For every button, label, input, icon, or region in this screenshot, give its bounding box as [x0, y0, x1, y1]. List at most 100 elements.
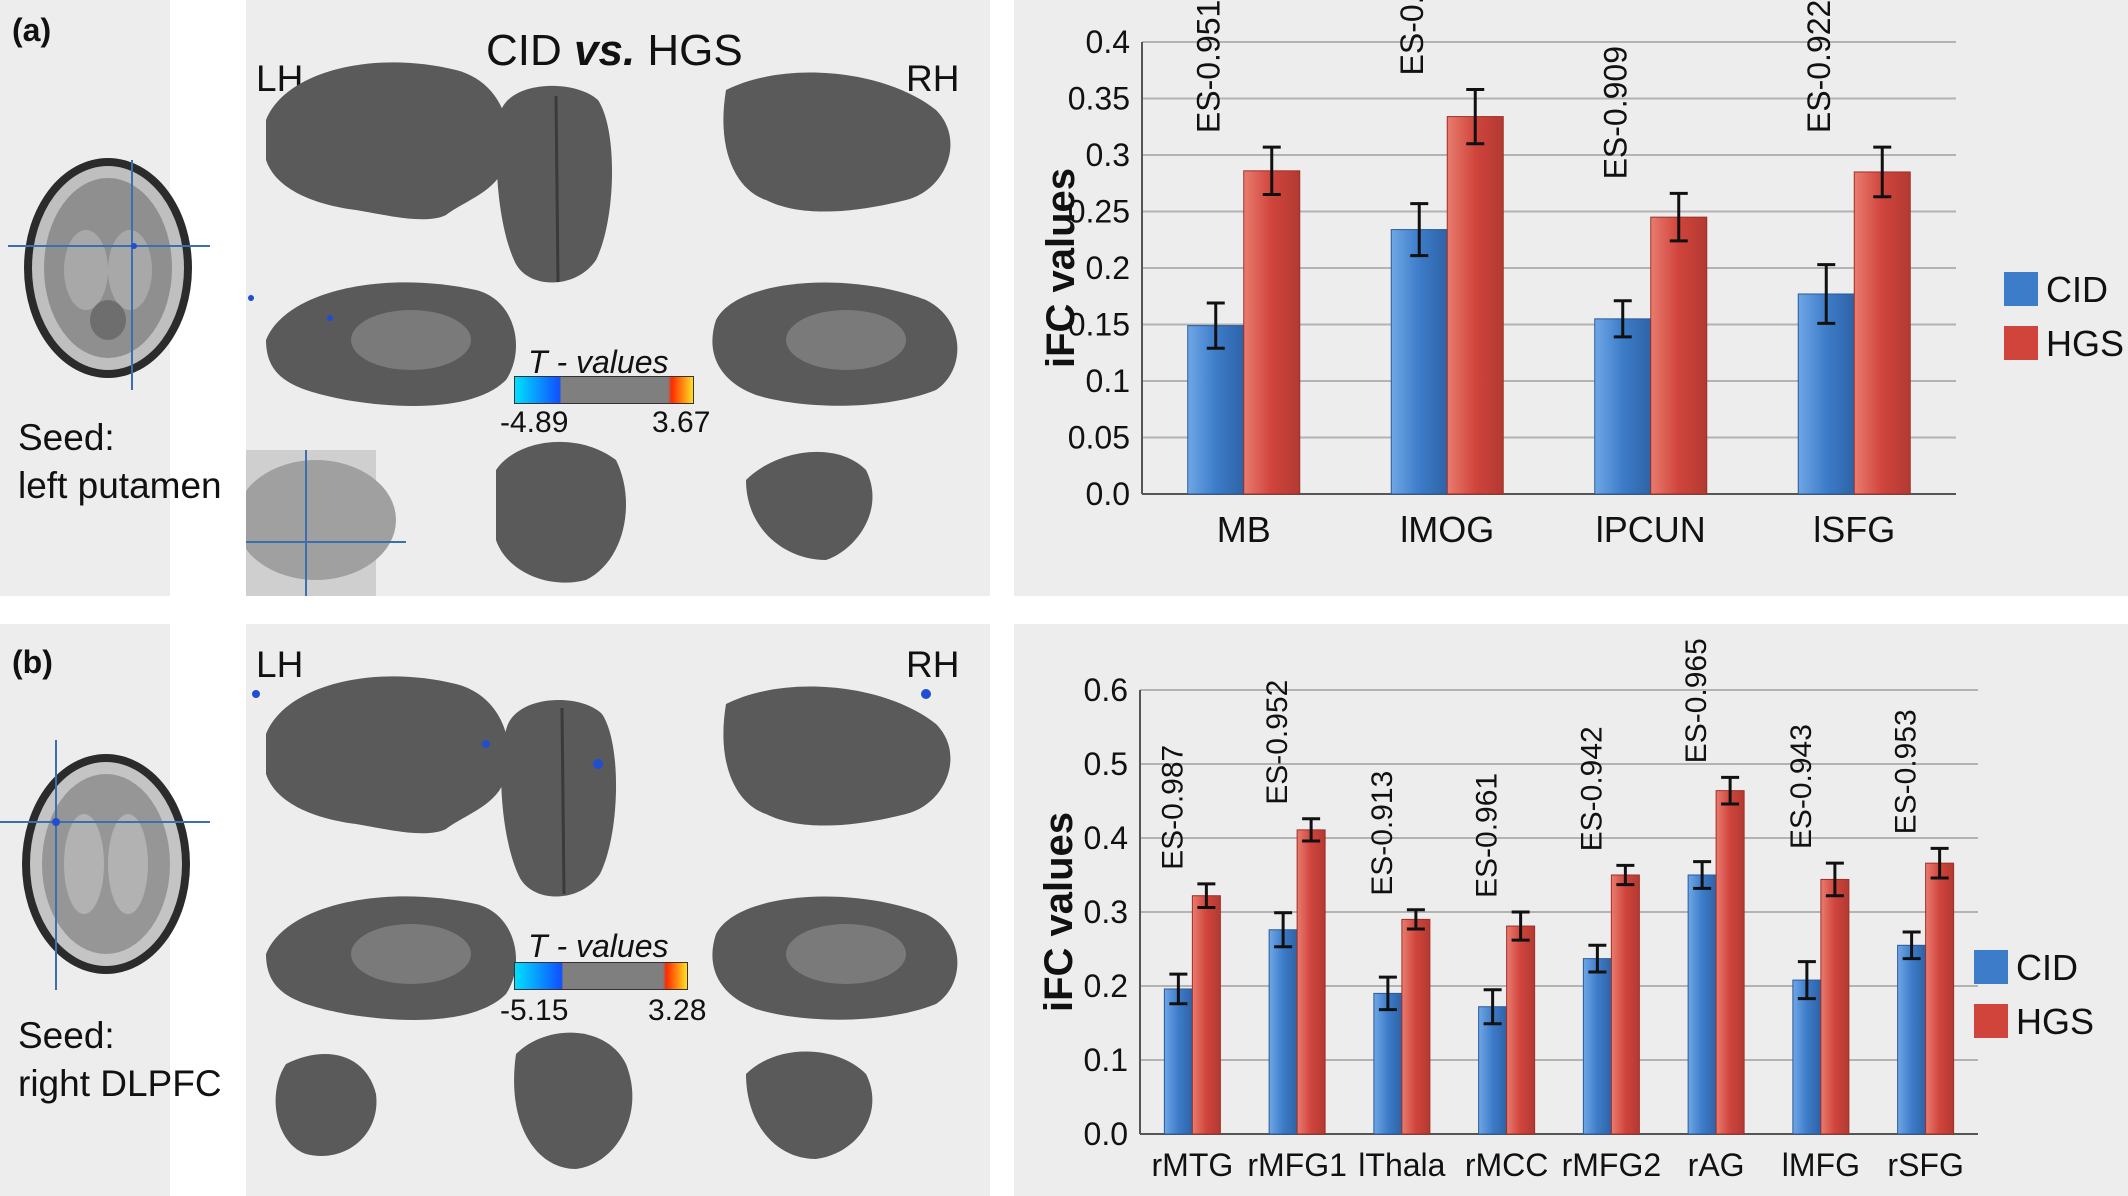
bar-hgs [1191, 895, 1221, 1135]
legend-label-cid: CID [2016, 947, 2078, 988]
effect-size-annotation: ES-0.913 [1366, 771, 1399, 896]
title-vs: vs. [574, 26, 636, 75]
left-hemisphere-label-b: LH [256, 644, 304, 685]
bar-cid [1478, 1006, 1508, 1135]
x-tick-label: rMFG1 [1247, 1147, 1347, 1183]
seed-label-line2: right DLPFC [18, 1063, 222, 1104]
effect-size-annotation: ES-0.952 [1261, 680, 1294, 805]
effect-size-annotation: ES-0.898 [1394, 0, 1430, 75]
bar-hgs [1853, 171, 1911, 495]
effect-size-annotation: ES-0.965 [1680, 638, 1713, 763]
bar-cid [1390, 229, 1448, 495]
bar-cid [1373, 992, 1403, 1135]
y-tick-label: 0.3 [1086, 137, 1130, 173]
x-tick-label: lPCUN [1596, 509, 1706, 550]
y-tick-label: 0.0 [1086, 476, 1130, 512]
seed-label-b: Seed: right DLPFC [18, 1012, 222, 1108]
bar-cid [1268, 929, 1298, 1135]
y-tick-label: 0.1 [1084, 1042, 1128, 1078]
effect-size-annotation: ES-0.909 [1598, 46, 1634, 179]
y-tick-label: 0.25 [1068, 194, 1130, 230]
y-tick-label: 0.2 [1084, 968, 1128, 1004]
bar-hgs [1243, 170, 1301, 495]
y-tick-label: 0.4 [1086, 24, 1130, 60]
x-tick-label: lThala [1358, 1147, 1445, 1183]
colorbar-max-a: 3.67 [652, 406, 711, 439]
brain-renders-b [252, 676, 958, 1169]
colorbar-max-b: 3.28 [648, 994, 707, 1027]
colorbar-min-a: -4.89 [500, 406, 569, 439]
bar-hgs [1401, 918, 1431, 1135]
bar-chart-b: 0.0 0.1 0.2 0.3 0.4 0.5 0.6 iFC values rMTG ES-0.… [1037, 638, 2094, 1183]
bar-hgs [1610, 874, 1640, 1135]
legend-swatch-cid [2004, 272, 2038, 306]
legend-label-hgs: HGS [2046, 323, 2124, 364]
title-group-2: HGS [635, 26, 743, 75]
brain-renders-a [246, 62, 958, 596]
seed-label-line2: left putamen [18, 465, 222, 506]
seed-label-a: Seed: left putamen [18, 414, 222, 510]
colorbar-b [514, 962, 688, 990]
effect-size-annotation: ES-0.953 [1890, 709, 1923, 834]
axial-slice-image-a [8, 158, 210, 390]
legend-swatch-hgs [2004, 326, 2038, 360]
legend-swatch-hgs [1974, 1004, 2008, 1038]
bar-cid [1792, 979, 1822, 1135]
effect-size-annotation: ES-0.951 [1191, 0, 1227, 133]
bar-hgs [1446, 116, 1504, 495]
x-tick-label: lMFG [1782, 1147, 1860, 1183]
seed-label-line1: Seed: [18, 417, 115, 458]
y-tick-label: 0.15 [1068, 307, 1130, 343]
legend-label-cid: CID [2046, 269, 2108, 310]
y-tick-label: 0.5 [1084, 746, 1128, 782]
effect-size-annotation: ES-0.987 [1156, 745, 1189, 870]
bar-cid [1797, 293, 1855, 495]
panel-label-b: (b) [12, 644, 53, 680]
y-tick-label: 0.4 [1084, 820, 1128, 856]
seed-label-line1: Seed: [18, 1015, 115, 1056]
colorbar-title-b: T - values [528, 928, 669, 964]
effect-size-annotation: ES-0.943 [1785, 724, 1818, 849]
y-tick-label: 0.0 [1084, 1116, 1128, 1152]
right-hemisphere-label-b: RH [906, 644, 960, 685]
y-tick-label: 0.35 [1068, 81, 1130, 117]
y-axis-label: iFC values [1037, 812, 1081, 1012]
bar-hgs [1925, 862, 1955, 1135]
bar-chart-a: 0.0 0.05 0.1 0.15 0.2 0.25 0.3 0.35 0.4 iFC value… [1039, 0, 2124, 550]
axial-slice-image-b [0, 740, 210, 990]
x-tick-label: lSFG [1813, 509, 1895, 550]
bar-cid [1687, 874, 1717, 1135]
x-tick-label: rMCC [1465, 1147, 1549, 1183]
colorbar-min-b: -5.15 [500, 994, 569, 1027]
legend-label-hgs: HGS [2016, 1001, 2094, 1042]
y-tick-label: 0.1 [1086, 363, 1130, 399]
x-tick-label: lMOG [1400, 509, 1494, 550]
bar-cid [1163, 988, 1193, 1135]
colorbar-title-a: T - values [528, 344, 669, 380]
bar-hgs [1650, 216, 1708, 495]
bar-hgs [1820, 878, 1850, 1135]
bar-cid [1187, 325, 1245, 495]
right-hemisphere-label-a: RH [906, 58, 960, 99]
panel-label-a: (a) [12, 12, 52, 48]
bar-cid [1897, 944, 1927, 1135]
legend-swatch-cid [1974, 950, 2008, 984]
x-tick-label: MB [1217, 509, 1271, 550]
colorbar-a [514, 376, 694, 404]
y-tick-label: 0.05 [1068, 420, 1130, 456]
effect-size-annotation: ES-0.961 [1471, 773, 1504, 898]
bar-hgs [1296, 829, 1326, 1135]
x-tick-label: rAG [1688, 1147, 1745, 1183]
x-tick-label: rSFG [1887, 1147, 1963, 1183]
bar-cid [1594, 318, 1652, 495]
y-axis-label: iFC values [1039, 168, 1083, 368]
effect-size-annotation: ES-0.942 [1575, 726, 1608, 851]
y-tick-label: 0.3 [1084, 894, 1128, 930]
title-group-1: CID [486, 26, 574, 75]
bar-hgs [1506, 925, 1536, 1135]
effect-size-annotation: ES-0.922 [1801, 0, 1837, 133]
x-tick-label: rMFG2 [1562, 1147, 1662, 1183]
bar-hgs [1715, 790, 1745, 1135]
x-tick-label: rMTG [1152, 1147, 1234, 1183]
figure-title: CID vs. HGS [486, 26, 743, 76]
